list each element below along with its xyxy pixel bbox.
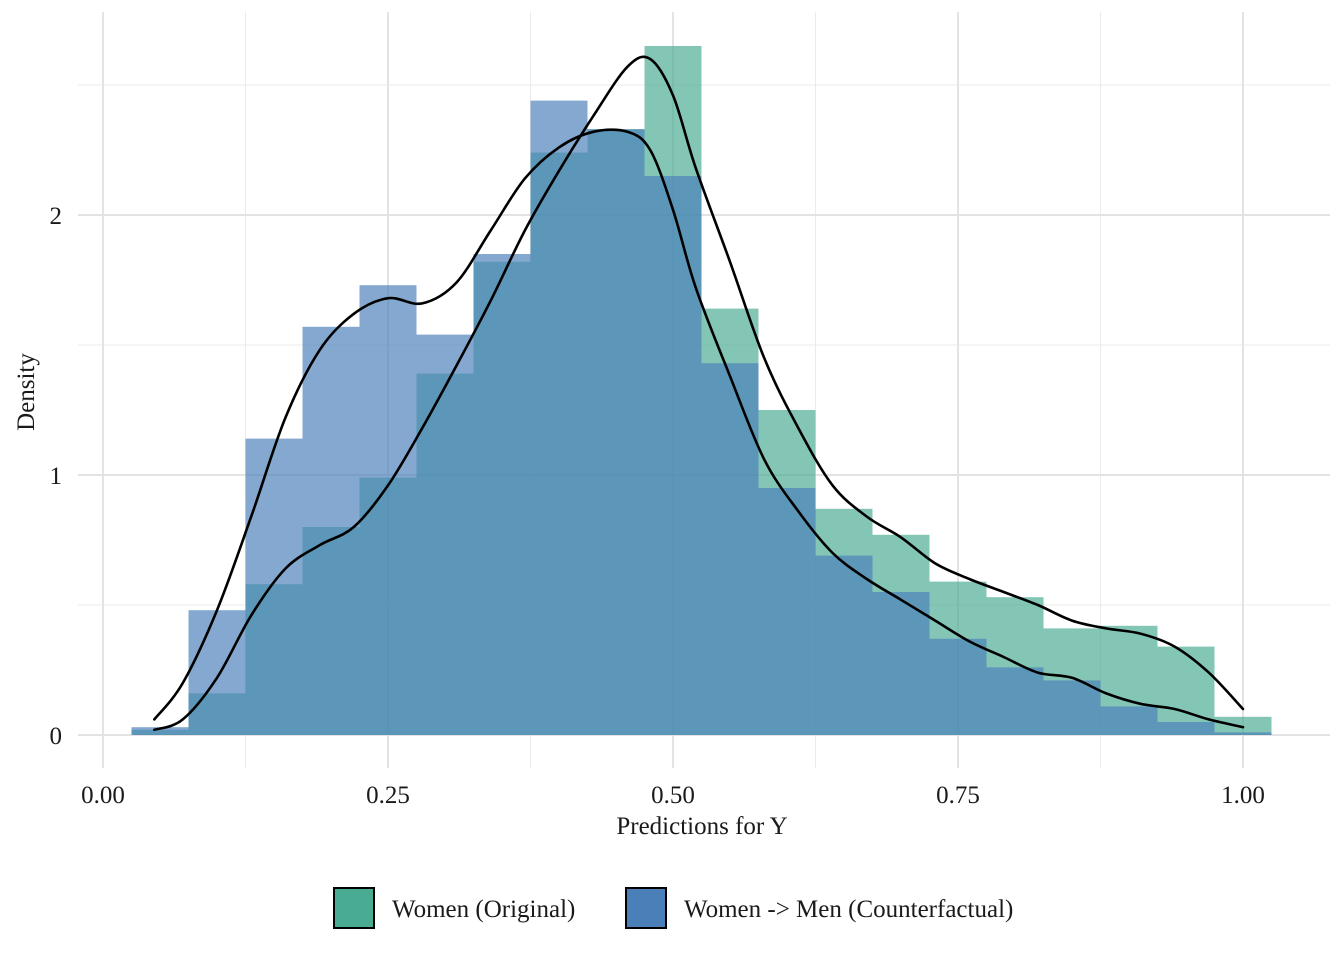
legend-item-1: Women -> Men (Counterfactual): [625, 887, 1013, 929]
histogram-bar: [758, 488, 816, 735]
histogram-bar: [644, 176, 702, 735]
histogram-bar: [473, 254, 531, 735]
histogram-bar: [1157, 722, 1215, 735]
histogram-bar: [929, 638, 987, 735]
legend-label: Women (Original): [392, 896, 575, 923]
histogram-bar: [587, 129, 645, 735]
histogram-bar: [1043, 680, 1101, 735]
axes: 0.00 0.25 0.50 0.75 1.00 0 1 2: [50, 203, 1265, 809]
histogram-bar: [872, 592, 930, 735]
y-tick-label: 1: [50, 463, 63, 490]
histogram-bar: [245, 438, 303, 735]
histogram-series-1: [131, 100, 1272, 736]
legend-key: [625, 887, 667, 929]
histogram-bar: [701, 363, 759, 735]
density-curve-0: [153, 55, 1245, 732]
x-tick-label: 1.00: [1221, 782, 1265, 809]
histogram-bar: [131, 727, 189, 735]
histogram-bar: [1100, 706, 1158, 735]
legend: Women (Original) Women -> Men (Counterfac…: [333, 887, 1013, 929]
y-tick-label: 2: [50, 203, 63, 230]
x-tick-label: 0.00: [81, 782, 125, 809]
x-axis-title: Predictions for Y: [616, 813, 787, 840]
histogram-bar: [1157, 646, 1215, 735]
y-tick-label: 0: [50, 723, 63, 750]
histogram-bar: [302, 326, 360, 735]
legend-key: [333, 887, 375, 929]
x-tick-label: 0.75: [936, 782, 980, 809]
histogram-bar: [815, 555, 873, 735]
histogram-bar: [416, 334, 474, 735]
histogram-bar: [188, 610, 246, 735]
x-tick-label: 0.50: [651, 782, 695, 809]
legend-item-0: Women (Original): [333, 887, 575, 929]
histogram-bar: [1214, 732, 1272, 735]
density-curve-1: [153, 128, 1245, 729]
histogram-bars: [131, 46, 1272, 736]
density-curves: [153, 55, 1245, 732]
legend-label: Women -> Men (Counterfactual): [684, 896, 1013, 923]
histogram-bar: [530, 100, 588, 736]
y-axis-title: Density: [13, 353, 40, 431]
histogram-bar: [986, 667, 1044, 735]
x-tick-label: 0.25: [366, 782, 410, 809]
